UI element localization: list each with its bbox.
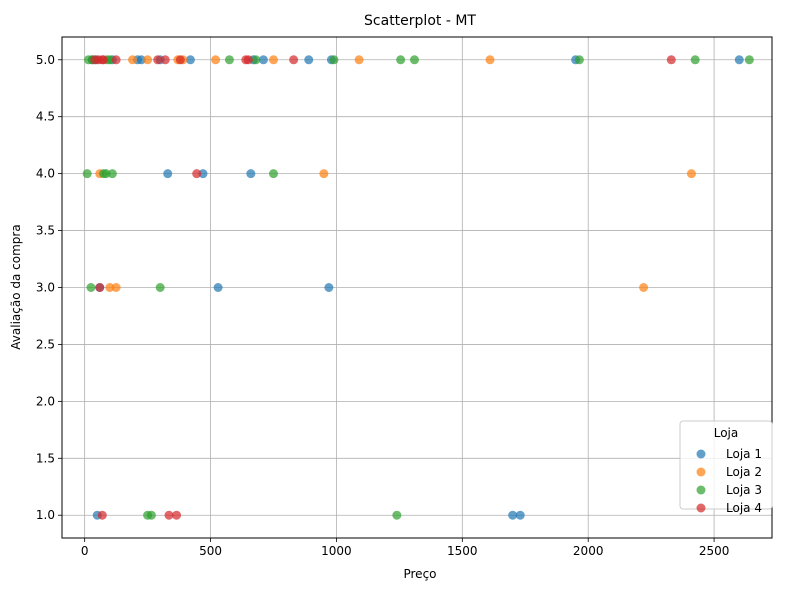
data-point (127, 55, 137, 65)
data-point (690, 55, 700, 65)
legend-label: Loja 4 (726, 501, 762, 515)
series-4 (90, 55, 676, 520)
data-point (172, 510, 182, 520)
data-point (111, 55, 121, 65)
data-point (744, 55, 754, 65)
y-tick-label: 3.0 (36, 281, 55, 295)
legend-entries: Loja 1 Loja 2 Loja 3 Loja 4 (696, 447, 762, 515)
x-tick-label: 0 (81, 544, 89, 558)
data-point (508, 510, 518, 520)
data-point (251, 55, 261, 65)
data-point (175, 55, 185, 65)
data-point (392, 510, 402, 520)
data-point (153, 55, 163, 65)
data-point (243, 55, 253, 65)
y-axis-ticks: 1.0 1.5 2.0 2.5 3.0 3.5 4.0 4.5 5.0 (36, 53, 62, 522)
legend-marker (696, 467, 706, 477)
legend-title: Loja (714, 426, 739, 440)
data-point (136, 55, 146, 65)
series-2 (95, 55, 696, 292)
legend-label: Loja 3 (726, 483, 762, 497)
y-axis-title: Avaliação da compra (9, 224, 23, 349)
x-tick-label: 2000 (573, 544, 604, 558)
x-axis-title: Preço (403, 567, 436, 581)
legend: Loja Loja 1 Loja 2 Loja 3 Loja 4 (679, 420, 773, 515)
y-tick-label: 2.5 (36, 337, 55, 351)
data-point (268, 169, 278, 179)
data-point (101, 169, 111, 179)
data-point (99, 55, 109, 65)
x-tick-label: 1500 (447, 544, 478, 558)
data-point (95, 283, 105, 292)
data-point (666, 55, 676, 65)
data-point (213, 283, 223, 292)
data-point (396, 55, 406, 65)
data-point (143, 55, 153, 65)
data-point (639, 283, 649, 292)
data-point (146, 510, 156, 520)
data-point (97, 510, 107, 520)
data-point (82, 169, 92, 179)
data-point (304, 55, 314, 65)
data-point (155, 283, 165, 292)
data-point (324, 283, 334, 292)
y-tick-label: 1.0 (36, 508, 55, 522)
data-point (329, 55, 339, 65)
data-points (82, 55, 754, 520)
legend-marker (696, 485, 706, 495)
data-point (105, 55, 115, 65)
data-point (211, 55, 221, 65)
chart-title: Scatterplot - MT (364, 13, 476, 29)
y-tick-label: 4.5 (36, 110, 55, 124)
data-point (409, 55, 419, 65)
data-point (574, 55, 584, 65)
y-tick-label: 3.5 (36, 224, 55, 238)
data-point (105, 283, 115, 292)
legend-label: Loja 1 (726, 447, 762, 461)
data-point (319, 169, 329, 179)
data-point (224, 55, 234, 65)
data-point (485, 55, 495, 65)
x-tick-label: 500 (199, 544, 222, 558)
legend-label: Loja 2 (726, 465, 762, 479)
x-axis-ticks: 0 500 1000 1500 2000 2500 (81, 538, 730, 558)
data-point (289, 55, 299, 65)
data-point (354, 55, 364, 65)
data-point (192, 169, 202, 179)
data-point (160, 55, 170, 65)
data-point (164, 510, 174, 520)
grid (62, 37, 772, 538)
data-point (111, 283, 121, 292)
y-tick-label: 2.0 (36, 394, 55, 408)
data-point (86, 283, 96, 292)
data-point (198, 169, 208, 179)
data-point (515, 510, 525, 520)
x-tick-label: 2500 (699, 544, 730, 558)
legend-marker (696, 449, 706, 459)
legend-marker (696, 503, 706, 513)
data-point (258, 55, 268, 65)
data-point (107, 169, 117, 179)
y-tick-label: 4.0 (36, 167, 55, 181)
data-point (686, 169, 696, 179)
data-point (268, 55, 278, 65)
x-tick-label: 1000 (321, 544, 352, 558)
data-point (163, 169, 173, 179)
y-tick-label: 1.5 (36, 451, 55, 465)
data-point (246, 169, 256, 179)
data-point (185, 55, 195, 65)
data-point (734, 55, 744, 65)
y-tick-label: 5.0 (36, 53, 55, 67)
